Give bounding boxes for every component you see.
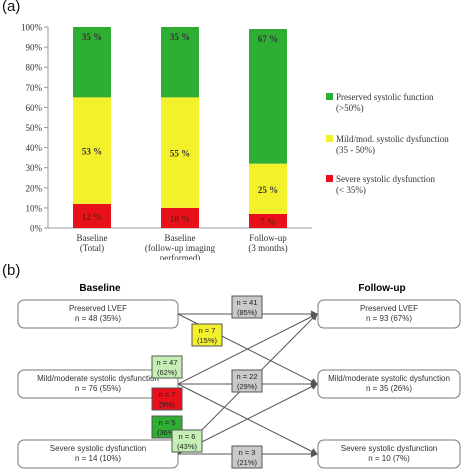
follow-up-node-label: Mild/moderate systolic dysfunction n = 35… xyxy=(328,374,450,393)
transition-box xyxy=(151,387,183,411)
legend-swatch xyxy=(326,93,333,100)
data-label: 53 % xyxy=(82,147,102,157)
follow-up-node-label: Severe systolic dysfunction n = 10 (7%) xyxy=(341,444,438,463)
y-tick-label: 0% xyxy=(30,224,43,234)
y-tick-label: 90% xyxy=(26,43,43,53)
bar-segment xyxy=(249,163,287,214)
transition-label: n = 7 (15%) xyxy=(197,326,218,345)
panel-label-b: (b) xyxy=(2,262,21,279)
transition-box xyxy=(231,445,263,469)
legend-swatch xyxy=(326,175,333,182)
follow-up-node xyxy=(317,439,461,469)
y-tick-label: 20% xyxy=(26,183,43,193)
data-label: 25 % xyxy=(258,185,278,195)
follow-up-node xyxy=(317,299,461,329)
header-baseline: Baseline xyxy=(79,283,121,294)
x-tick-label: Follow-up (3 months) xyxy=(248,233,287,253)
y-tick-label: 100% xyxy=(21,23,43,33)
x-tick-label: Baseline (follow-up imaging performed) xyxy=(145,233,216,260)
bar-segment xyxy=(161,27,199,98)
baseline-node-label: Mild/moderate systolic dysfunction n = 76… xyxy=(37,374,159,393)
data-label: 55 % xyxy=(170,149,190,159)
baseline-node-label: Preserved LVEF n = 48 (35%) xyxy=(69,304,127,323)
legend-swatch xyxy=(326,135,333,142)
data-label: 12 % xyxy=(82,212,102,222)
data-label: 67 % xyxy=(258,34,278,44)
y-tick-label: 60% xyxy=(26,103,43,113)
transition-box xyxy=(231,295,263,319)
legend-label: Mild/mod. systolic dysfunction (35 - 50%) xyxy=(336,134,449,155)
bar-segment xyxy=(73,27,111,98)
x-tick-label: Baseline (Total) xyxy=(77,233,108,253)
transition-label: n = 6 (43%) xyxy=(177,432,198,451)
data-label: 35 % xyxy=(82,32,102,42)
transition-label: n = 5 (36%) xyxy=(157,418,178,437)
stacked-bar-chart: 0% 10% 20% 30% 40% 50% 60% 70% 80% 90% 100% 12 % 53 … xyxy=(21,23,449,261)
bar-segment xyxy=(73,203,111,228)
y-tick-label: 30% xyxy=(26,163,43,173)
legend-label: Severe systolic dysfunction (< 35%) xyxy=(336,174,435,195)
transition-label: n = 41 (85%) xyxy=(236,298,257,317)
follow-up-node-label: Preserved LVEF n = 93 (67%) xyxy=(360,304,418,323)
bar-segment xyxy=(249,29,287,164)
data-label: 10 % xyxy=(170,214,190,224)
y-tick-label: 10% xyxy=(26,203,43,213)
transition-box xyxy=(231,369,263,393)
y-tick-label: 80% xyxy=(26,63,43,73)
transition-label: n = 47 (62%) xyxy=(156,358,177,377)
transition-label: n = 7 (9%) xyxy=(159,390,176,409)
data-label: 35 % xyxy=(170,32,190,42)
transition-box xyxy=(151,355,183,379)
flow-diagram: Baseline Follow-up Preserved LVEF n = 48 (3… xyxy=(17,283,461,469)
transition-label: n = 3 (21%) xyxy=(237,448,258,467)
baseline-node-label: Severe systolic dysfunction n = 14 (10%) xyxy=(50,444,147,463)
transition-box xyxy=(171,429,203,453)
transition-label: n = 22 (29%) xyxy=(236,372,257,391)
transition-box xyxy=(191,323,223,347)
follow-up-node xyxy=(317,369,461,399)
legend-label: Preserved systolic function (>50%) xyxy=(336,92,434,113)
bar-segment xyxy=(161,207,199,228)
y-tick-label: 40% xyxy=(26,143,43,153)
panel-label-a: (a) xyxy=(2,0,21,15)
transition-arrow xyxy=(177,313,318,385)
data-label: 7 % xyxy=(260,217,276,227)
y-tick-label: 70% xyxy=(26,83,43,93)
header-follow-up: Follow-up xyxy=(358,283,405,294)
y-tick-label: 50% xyxy=(26,123,43,133)
bar-segment xyxy=(161,97,199,208)
bar-segment xyxy=(73,97,111,204)
bar-segment xyxy=(249,213,287,228)
